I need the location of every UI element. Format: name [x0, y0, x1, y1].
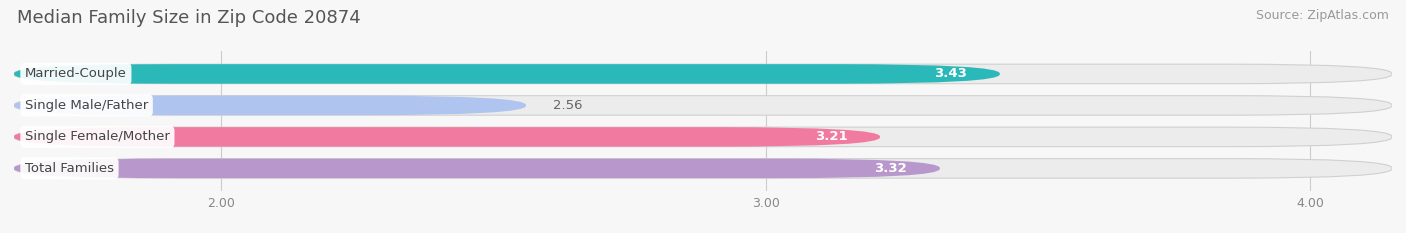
- FancyBboxPatch shape: [14, 127, 1392, 147]
- FancyBboxPatch shape: [14, 64, 1000, 84]
- FancyBboxPatch shape: [14, 159, 1392, 178]
- Text: Single Female/Mother: Single Female/Mother: [25, 130, 170, 143]
- Text: Source: ZipAtlas.com: Source: ZipAtlas.com: [1256, 9, 1389, 22]
- FancyBboxPatch shape: [14, 127, 880, 147]
- Text: Single Male/Father: Single Male/Father: [25, 99, 148, 112]
- Text: Total Families: Total Families: [25, 162, 114, 175]
- Text: Married-Couple: Married-Couple: [25, 67, 127, 80]
- FancyBboxPatch shape: [14, 96, 1392, 115]
- FancyBboxPatch shape: [14, 64, 1392, 84]
- FancyBboxPatch shape: [14, 159, 939, 178]
- Text: 3.43: 3.43: [934, 67, 967, 80]
- Text: 2.56: 2.56: [553, 99, 582, 112]
- Text: Median Family Size in Zip Code 20874: Median Family Size in Zip Code 20874: [17, 9, 360, 27]
- FancyBboxPatch shape: [14, 96, 526, 115]
- Text: 3.21: 3.21: [814, 130, 848, 143]
- Text: 3.32: 3.32: [875, 162, 907, 175]
